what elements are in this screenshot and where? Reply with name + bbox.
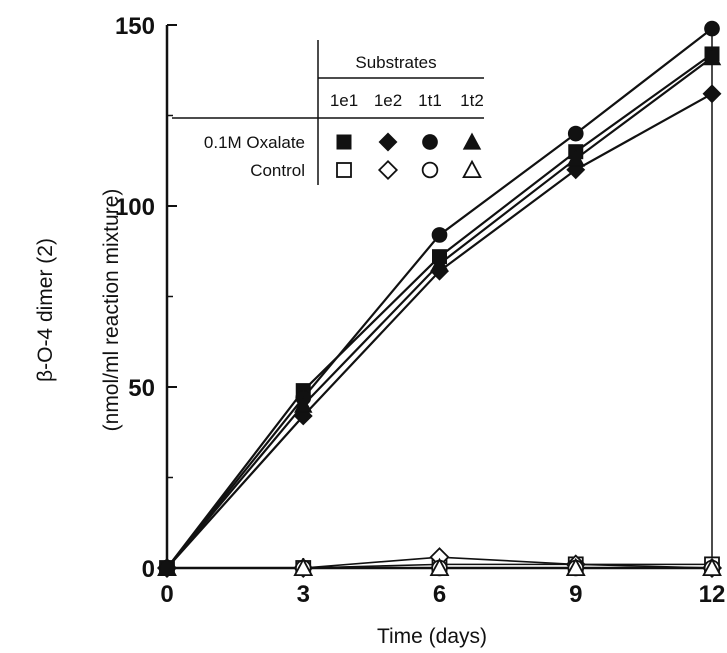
series-line-1e2-oxalate xyxy=(166,92,713,569)
legend-marker-1e2-control xyxy=(377,159,399,181)
series-markers xyxy=(156,20,723,579)
data-point-1t1-oxalate xyxy=(704,20,720,37)
y-tick-label: 150 xyxy=(115,13,155,40)
data-point-1t2-control xyxy=(702,557,722,577)
series-line-1e1-oxalate xyxy=(166,53,713,569)
legend-substrate-label: 1e2 xyxy=(374,91,402,110)
legend-marker-1t1-oxalate xyxy=(422,134,438,150)
data-point-1t2-control xyxy=(429,557,450,577)
legend: Substrates 1e1 1e2 1t1 1t2 0.1M Oxalate Contro… xyxy=(172,40,484,185)
x-tick-label: 6 xyxy=(433,581,446,608)
legend-substrate-label: 1t1 xyxy=(418,91,442,110)
legend-substrate-label: 1e1 xyxy=(330,91,358,110)
legend-row-label: Control xyxy=(250,161,305,180)
x-tick-label: 0 xyxy=(160,581,173,608)
y-axis-label-line1: β-O-4 dimer (2) xyxy=(34,238,57,382)
data-point-1t2-oxalate xyxy=(430,254,449,272)
legend-marker-1t2-control xyxy=(462,159,482,179)
data-point-1t2-oxalate xyxy=(294,395,313,413)
data-point-1t2-oxalate xyxy=(566,149,585,167)
data-point-1t2-oxalate xyxy=(157,558,177,576)
x-tick-label: 3 xyxy=(297,581,310,608)
x-axis-label: Time (days) xyxy=(377,625,487,648)
data-point-1t2-control xyxy=(293,557,314,577)
data-point-1t2-control xyxy=(565,557,586,577)
data-point-1t1-oxalate xyxy=(431,227,448,243)
x-tick-label: 12 xyxy=(699,581,726,608)
legend-marker-1e1-control xyxy=(336,162,352,178)
data-point-1t1-oxalate xyxy=(567,125,584,142)
legend-substrate-label: 1t2 xyxy=(460,91,484,110)
legend-marker-1t1-control xyxy=(421,161,439,179)
data-point-1t2-oxalate xyxy=(702,48,722,66)
x-tick-label: 9 xyxy=(569,581,582,608)
legend-header: Substrates xyxy=(355,53,436,72)
y-axis-label-line2: (nmol/ml reaction mixture) xyxy=(100,189,123,432)
y-tick-label: 50 xyxy=(128,375,155,402)
legend-row-label: 0.1M Oxalate xyxy=(204,133,305,152)
data-point-1e2-oxalate xyxy=(702,84,722,104)
axis-ticks: 0 3 6 9 12 0 50 100 150 xyxy=(115,13,725,608)
legend-marker-1e1-oxalate xyxy=(336,134,352,150)
legend-marker-1t2-oxalate xyxy=(462,132,482,150)
legend-marker-1e2-oxalate xyxy=(378,132,398,152)
y-tick-label: 0 xyxy=(142,556,155,583)
y-tick-label: 100 xyxy=(115,194,155,221)
